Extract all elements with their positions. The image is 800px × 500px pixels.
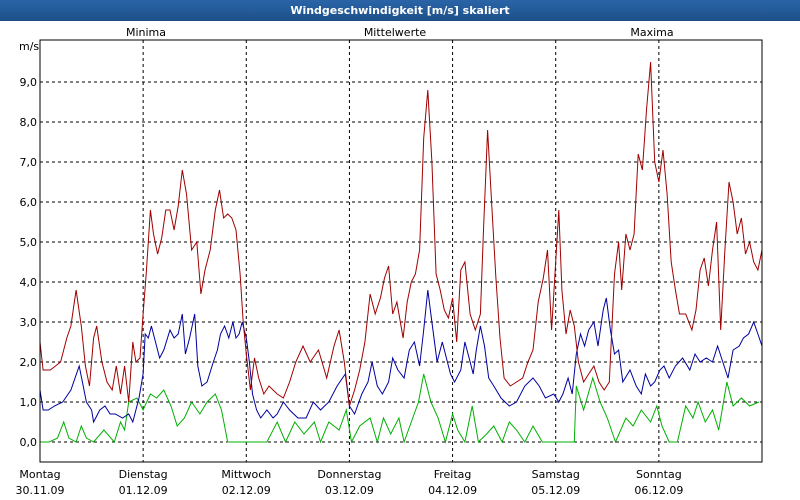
y-tick-label: 3,0 [20, 316, 38, 329]
x-tick-date: 06.12.09 [634, 484, 683, 497]
y-tick-label: 7,0 [20, 156, 38, 169]
y-tick-label: 1,0 [20, 396, 38, 409]
x-tick-date: 30.11.09 [16, 484, 65, 497]
x-tick-weekday: Montag [19, 468, 60, 481]
y-tick-label: 6,0 [20, 196, 38, 209]
chart-title: Windgeschwindigkeit [m/s] skaliert [0, 0, 800, 21]
x-tick-weekday: Samstag [532, 468, 580, 481]
x-tick-date: 02.12.09 [222, 484, 271, 497]
legend-maxima: Maxima [630, 26, 673, 39]
y-tick-label: 4,0 [20, 276, 38, 289]
legend-minima: Minima [126, 26, 166, 39]
x-tick-date: 05.12.09 [531, 484, 580, 497]
x-tick-weekday: Freitag [434, 468, 472, 481]
x-tick-weekday: Dienstag [119, 468, 168, 481]
y-tick-label: 8,0 [20, 116, 38, 129]
legend-mittelwerte: Mittelwerte [364, 26, 427, 39]
x-tick-weekday: Mittwoch [221, 468, 271, 481]
series-line-mittelwerte [39, 289, 763, 424]
y-tick-label: 5,0 [20, 236, 38, 249]
plot-border [39, 39, 763, 463]
x-tick-date: 04.12.09 [428, 484, 477, 497]
y-axis-label: m/s [19, 40, 39, 53]
y-tick-label: 9,0 [20, 76, 38, 89]
series-line-maxima [39, 61, 763, 407]
x-tick-date: 01.12.09 [119, 484, 168, 497]
series-line-minima [40, 373, 760, 444]
x-tick-date: 03.12.09 [325, 484, 374, 497]
x-tick-weekday: Donnerstag [317, 468, 381, 481]
y-tick-label: 0,0 [20, 436, 38, 449]
y-tick-label: 2,0 [20, 356, 38, 369]
x-tick-weekday: Sonntag [636, 468, 682, 481]
